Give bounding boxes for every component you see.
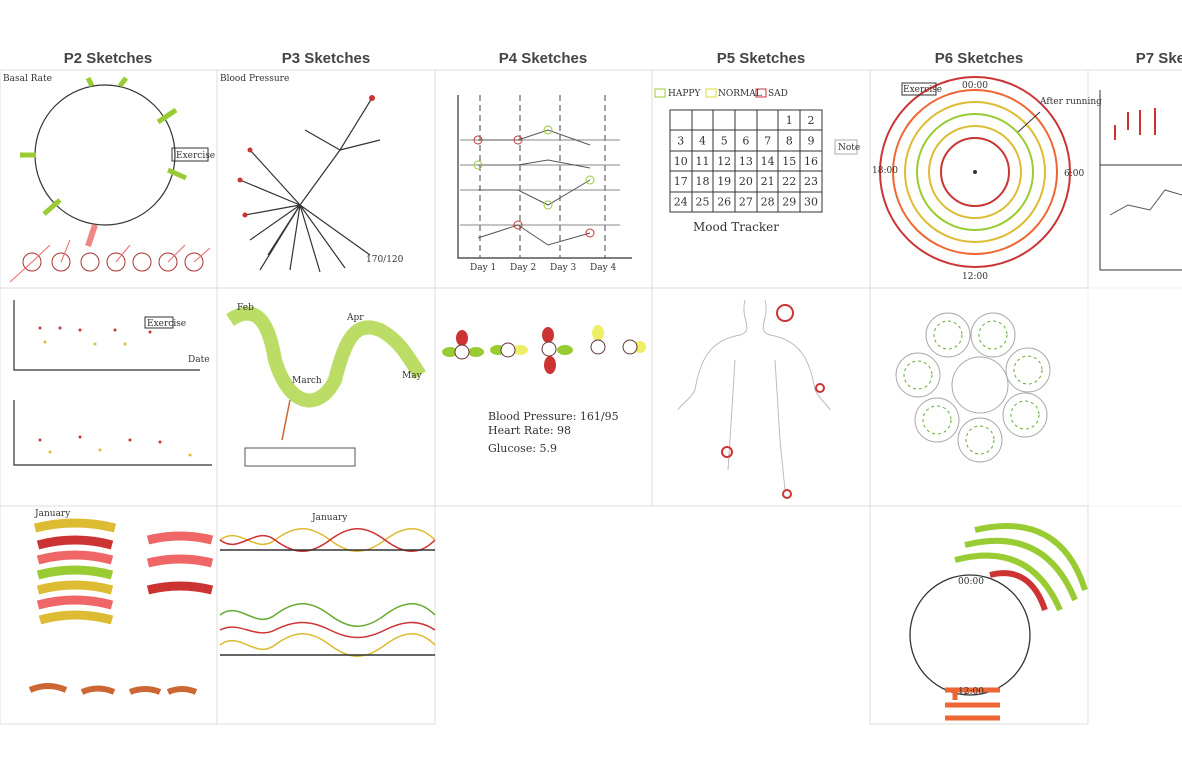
sketch-note: Day 1 [470,263,496,273]
calendar-day: 23 [804,175,818,188]
calendar-day: 16 [804,155,818,168]
calendar-day: 5 [721,134,728,147]
calendar-day: 10 [674,155,688,168]
calendar-day: 19 [717,175,731,188]
sketch-note: Day 4 [590,263,617,273]
sketch-note: 170/120 [366,255,404,265]
clock-arcs [909,523,1088,721]
calendar-day: 12 [717,155,731,168]
calendar-day: 29 [782,196,796,209]
calendar-day: 26 [717,196,731,209]
sketch-note: Day 2 [510,263,536,273]
sketch-note: Apr [346,313,364,323]
p7-partial [1099,90,1182,271]
sketch-note: 18:00 [872,166,898,176]
sketch-note: Note [838,143,860,153]
sketch-note: NORMAL [718,89,762,99]
calendar-day: 15 [782,155,796,168]
sketch-note: March [292,376,322,386]
wave-sketch [226,306,426,467]
basal-rate-sketch [9,76,211,283]
calendar-day: 8 [786,134,793,147]
calendar-day: 27 [739,196,753,209]
column-header: P3 Sketches [282,50,370,67]
column-header: P2 Sketches [64,50,152,67]
calendar-day: 14 [761,155,775,168]
column-header: P7 Sketches [1136,50,1182,67]
calendar-day: 21 [761,175,775,188]
cells [0,69,1182,725]
calendar-day: 22 [782,175,796,188]
calendar-day: 30 [804,196,818,209]
calendar-day: 1 [786,114,793,127]
sketch-note: Blood Pressure [220,74,289,84]
dot-charts [13,300,212,466]
sketch-note: SAD [768,89,788,99]
day-chart [457,95,632,259]
calendar-day: 11 [696,155,710,168]
sketch-note: May [402,371,423,381]
blood-pressure-tree [237,95,381,273]
sketch-note: 12:00 [958,687,984,697]
sketch-note: Glucose: 5.9 [488,442,557,455]
body-sketch [677,299,831,499]
sketch-note: Mood Tracker [693,220,779,234]
flowers [442,325,646,374]
sketch-note: January [311,513,348,523]
calendar-day: 24 [674,196,688,209]
calendar-day: 4 [699,134,706,147]
calendar-day: 3 [677,134,684,147]
calendar-day: 6 [742,134,749,147]
sketch-note: HAPPY [668,89,701,99]
sketch-note: After running [1039,97,1102,107]
sketch-note: Heart Rate: 98 [488,424,571,437]
sketch-note: Day 3 [550,263,577,273]
wave-lines [219,528,436,657]
calendar-day: 9 [808,134,815,147]
calendar-day: 18 [696,175,710,188]
sketch-note: 00:00 [958,577,984,587]
sketch-note: January [34,509,71,519]
sketch-note: 00:00 [962,81,988,91]
column-header: P6 Sketches [935,50,1023,67]
mood-calendar [654,88,858,213]
sketch-note: Exercise [176,151,215,161]
column-header: P5 Sketches [717,50,805,67]
sketch-note: Blood Pressure: 161/95 [488,410,619,423]
sketch-note: 12:00 [962,272,988,282]
sketch-note: Basal Rate [3,74,52,84]
sketch-note: Exercise [147,319,186,329]
calendar-day: 25 [696,196,710,209]
stacked-arcs [28,518,214,695]
calendar-day: 17 [674,175,688,188]
calendar-day: 28 [761,196,775,209]
calendar-day: 7 [764,134,771,147]
sketch-note: Feb [237,303,254,313]
calendar-day: 13 [739,155,753,168]
sketch-note: Date [188,355,210,365]
clock-rings [879,76,1071,268]
column-header: P4 Sketches [499,50,587,67]
calendar-day: 20 [739,175,753,188]
circle-cluster [895,312,1051,463]
sketch-note: 6:00 [1064,169,1084,179]
sketch-note: Exercise [903,85,942,95]
calendar-day: 2 [808,114,815,127]
